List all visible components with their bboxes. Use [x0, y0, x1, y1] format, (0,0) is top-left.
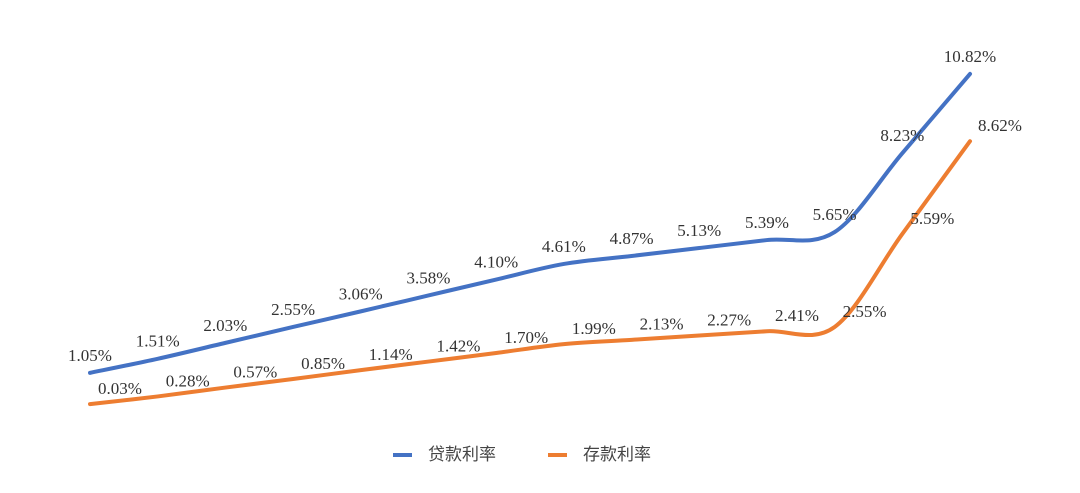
data-label: 2.03% [203, 316, 247, 335]
data-label: 2.55% [843, 302, 887, 321]
data-label: 5.39% [745, 213, 789, 232]
data-label: 4.10% [474, 252, 518, 271]
legend-label: 贷款利率 [428, 445, 496, 465]
data-label: 1.42% [437, 336, 481, 355]
series-line [88, 71, 972, 375]
data-label: 5.59% [910, 209, 954, 228]
data-label: 0.03% [98, 379, 142, 398]
data-label: 0.28% [166, 371, 210, 390]
data-label: 1.05% [68, 346, 112, 365]
data-label: 2.41% [775, 306, 819, 325]
data-label: 3.06% [339, 284, 383, 303]
data-label: 3.58% [407, 268, 451, 287]
data-label: 2.55% [271, 300, 315, 319]
data-label: 4.61% [542, 237, 586, 256]
data-label: 0.57% [233, 362, 277, 381]
data-label: 10.82% [944, 47, 996, 66]
data-label: 8.23% [880, 126, 924, 145]
data-label: 5.65% [813, 205, 857, 224]
data-label: 1.70% [504, 328, 548, 347]
legend-label: 存款利率 [583, 445, 651, 465]
data-label: 8.62% [978, 116, 1022, 135]
data-label: 5.13% [677, 221, 721, 240]
data-label: 1.99% [572, 319, 616, 338]
data-label: 2.27% [707, 310, 751, 329]
data-label: 1.51% [136, 332, 180, 351]
data-label: 4.87% [610, 229, 654, 248]
data-label: 0.85% [301, 354, 345, 373]
series-line [88, 139, 972, 407]
data-label: 2.13% [640, 315, 684, 334]
data-label: 1.14% [369, 345, 413, 364]
